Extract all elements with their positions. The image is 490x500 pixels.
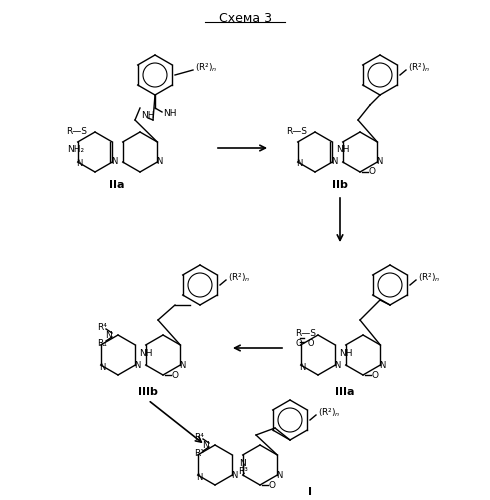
Text: (R²)$_n$: (R²)$_n$ [195,62,218,74]
Text: NH: NH [141,110,155,120]
Text: IIa: IIa [109,180,125,190]
Text: N: N [156,158,163,166]
Text: N: N [99,362,106,372]
Text: R¹: R¹ [194,448,204,458]
Text: IIIb: IIIb [138,387,158,397]
Text: (R²)$_n$: (R²)$_n$ [318,407,341,419]
Text: N: N [76,160,83,168]
Text: R—S: R—S [66,128,87,136]
Text: NH₂: NH₂ [67,146,84,154]
Text: N: N [239,458,246,468]
Text: IIb: IIb [332,180,348,190]
Text: NH: NH [139,348,152,358]
Text: R³: R³ [238,466,247,475]
Text: N: N [202,440,209,450]
Text: I: I [308,487,312,497]
Text: R⁴: R⁴ [97,322,107,332]
Text: (R²)$_n$: (R²)$_n$ [228,272,250,284]
Text: N: N [331,158,338,166]
Text: N: N [379,360,386,370]
Text: NH: NH [336,146,349,154]
Text: N: N [179,360,186,370]
Text: N: N [111,158,118,166]
Text: (R²)$_n$: (R²)$_n$ [418,272,441,284]
Text: R₁: R₁ [97,338,107,347]
Text: N: N [334,360,341,370]
Text: N: N [196,472,203,482]
Text: N: N [299,362,306,372]
Text: N: N [231,470,238,480]
Text: NH: NH [339,348,352,358]
Text: R⁴: R⁴ [194,432,204,442]
Text: IIIa: IIIa [335,387,355,397]
Text: Схема 3: Схема 3 [219,12,271,24]
Text: O: O [269,480,275,490]
Text: N: N [296,160,303,168]
Text: N: N [276,470,283,480]
Text: O: O [368,168,375,176]
Text: O  O: O O [295,338,314,347]
Text: N: N [376,158,383,166]
Text: (R²)$_n$: (R²)$_n$ [408,62,431,74]
Text: N: N [134,360,141,370]
Text: R—S: R—S [295,328,316,338]
Text: O: O [371,370,378,380]
Text: O: O [172,370,178,380]
Text: N: N [105,330,112,340]
Text: R—S: R—S [286,128,307,136]
Text: NH: NH [163,108,176,118]
